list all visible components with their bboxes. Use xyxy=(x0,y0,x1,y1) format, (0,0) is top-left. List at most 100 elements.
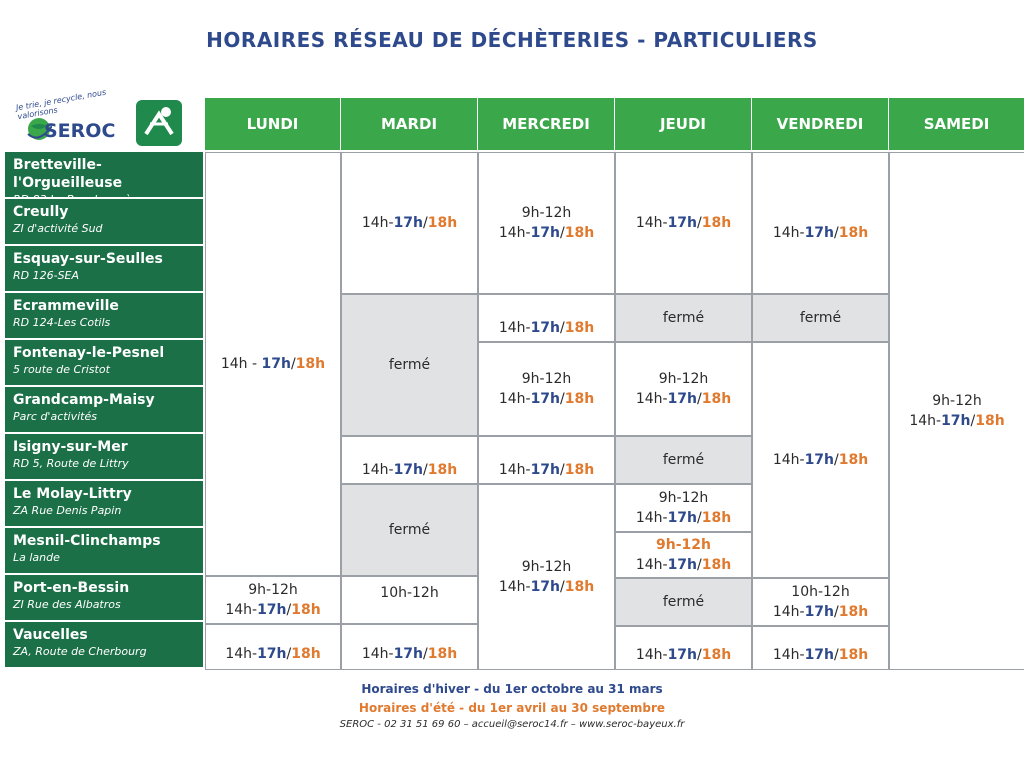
afternoon-hours: 14h-17h/18h xyxy=(498,579,595,595)
closed-label: fermé xyxy=(388,357,431,373)
hours-cell: 14h-17h/18h xyxy=(615,626,752,670)
closed-label: fermé xyxy=(662,452,705,468)
afternoon-hours: 14h-17h/18h xyxy=(498,462,595,478)
closed-cell: fermé xyxy=(752,294,889,342)
day-header-samedi: SAMEDI xyxy=(889,98,1024,150)
site-address: ZI Rue des Albatros xyxy=(13,598,121,611)
afternoon-hours: 14h-17h/18h xyxy=(498,320,595,336)
morning-hours: 9h-12h xyxy=(521,205,572,221)
site-address: RD 5, Route de Littry xyxy=(13,457,129,470)
morning-hours: 10h-12h xyxy=(791,584,850,600)
site-row-header: Esquay-sur-Seulles RD 126-SEA xyxy=(5,246,203,293)
closed-label: fermé xyxy=(662,310,705,326)
site-row-header: Creully ZI d'activité Sud xyxy=(5,199,203,246)
site-name: Port-en-Bessin xyxy=(13,580,130,596)
site-name: Le Molay-Littry xyxy=(13,486,132,502)
closed-cell: fermé xyxy=(615,578,752,626)
afternoon-hours: 14h-17h/18h xyxy=(361,215,458,231)
site-name: Grandcamp-Maisy xyxy=(13,392,155,408)
recycling-arrows-icon xyxy=(136,100,182,146)
footer-summer-hours: Horaires d'été - du 1er avril au 30 sept… xyxy=(358,701,666,715)
hours-cell: 14h-17h/18h xyxy=(752,152,889,294)
hours-cell: 9h-12h 14h-17h/18h xyxy=(205,576,341,624)
site-address: La lande xyxy=(13,551,60,564)
morning-hours: 9h-12h xyxy=(521,371,572,387)
site-name: Vaucelles xyxy=(13,627,88,643)
closed-cell: fermé xyxy=(615,294,752,342)
hours-cell: 14h - 17h/18h xyxy=(205,152,341,576)
afternoon-hours: 14h-17h/18h xyxy=(772,452,869,468)
globe-icon xyxy=(27,118,52,140)
closed-cell: fermé xyxy=(341,294,478,436)
site-row-header: Isigny-sur-Mer RD 5, Route de Littry xyxy=(5,434,203,481)
closed-label: fermé xyxy=(799,310,842,326)
hours-cell: 9h-12h 14h-17h/18h xyxy=(889,152,1024,670)
closed-label: fermé xyxy=(388,522,431,538)
afternoon-hours: 14h-17h/18h xyxy=(225,646,321,662)
site-row-header: Le Molay-Littry ZA Rue Denis Papin xyxy=(5,481,203,528)
afternoon-hours: 14h-17h/18h xyxy=(772,604,869,620)
hours-cell: 9h-12h 14h-17h/18h xyxy=(615,342,752,436)
hours-cell: 9h-12h 14h-17h/18h xyxy=(615,484,752,532)
site-name: Esquay-sur-Seulles xyxy=(13,251,163,267)
site-name: Bretteville-l'Orgueilleuse xyxy=(13,157,123,191)
hours-cell: 9h-12h 14h-17h/18h xyxy=(478,484,615,670)
site-row-header: Bretteville-l'OrgueilleuseRD 83 Le Bas d… xyxy=(5,152,203,206)
afternoon-hours: 14h-17h/18h xyxy=(635,557,732,573)
hours-cell: 14h-17h/18h xyxy=(752,626,889,670)
site-address: ZI d'activité Sud xyxy=(13,222,103,235)
afternoon-hours: 14h-17h/18h xyxy=(635,391,732,407)
logo-name: SEROC xyxy=(44,120,116,142)
day-header-vendredi: VENDREDI xyxy=(752,98,889,150)
hours-cell: 14h-17h/18h xyxy=(205,624,341,670)
hours-cell: 14h-17h/18h xyxy=(615,152,752,294)
site-name: Isigny-sur-Mer xyxy=(13,439,128,455)
afternoon-hours: 14h-17h/18h xyxy=(772,225,869,241)
afternoon-hours: 14h-17h/18h xyxy=(498,391,595,407)
seroc-logo: Je trie, je recycle, nous valorisons SER… xyxy=(8,88,124,148)
site-address: RD 126-SEA xyxy=(13,269,80,282)
site-row-header: Grandcamp-Maisy Parc d'activités xyxy=(5,387,203,434)
site-name: Creully xyxy=(13,204,69,220)
footer-contact: SEROC - 02 31 51 69 60 – accueil@seroc14… xyxy=(339,719,685,730)
hours-cell: 14h-17h/18h xyxy=(478,294,615,342)
site-address: ZA, Route de Cherbourg xyxy=(13,645,147,658)
site-row-header: Ecrammeville RD 124-Les Cotils xyxy=(5,293,203,340)
hours-cell: 14h-17h/18h xyxy=(341,624,478,670)
site-name: Fontenay-le-Pesnel xyxy=(13,345,165,361)
page-title: HORAIRES RÉSEAU DE DÉCHÈTERIES - PARTICU… xyxy=(206,28,818,52)
afternoon-hours: 14h-17h/18h xyxy=(635,215,732,231)
site-row-header: Port-en-Bessin ZI Rue des Albatros xyxy=(5,575,203,622)
site-row-header: Vaucelles ZA, Route de Cherbourg xyxy=(5,622,203,669)
hours-cell: 14h-17h/18h xyxy=(341,152,478,294)
site-address: ZA Rue Denis Papin xyxy=(13,504,122,517)
site-name: Ecrammeville xyxy=(13,298,119,314)
afternoon-hours: 14h-17h/18h xyxy=(772,647,869,663)
morning-hours: 9h-12h xyxy=(248,582,298,598)
morning-hours-summer: 9h-12h xyxy=(656,537,711,553)
day-header-mardi: MARDI xyxy=(341,98,478,150)
afternoon-hours: 14h-17h/18h xyxy=(498,225,595,241)
site-address: Parc d'activités xyxy=(13,410,97,423)
day-header-jeudi: JEUDI xyxy=(615,98,752,150)
hours-cell: 10h-12h 14h-17h/18h xyxy=(752,578,889,626)
afternoon-hours: 14h-17h/18h xyxy=(225,602,321,618)
closed-cell: fermé xyxy=(341,484,478,576)
hours-text: 14h - 17h/18h xyxy=(220,356,326,372)
site-address: 5 route de Cristot xyxy=(13,363,110,376)
afternoon-hours: 14h-17h/18h xyxy=(361,462,458,478)
closed-cell: fermé xyxy=(615,436,752,484)
morning-hours: 9h-12h xyxy=(658,371,709,387)
afternoon-hours: 14h-17h/18h xyxy=(909,413,1005,429)
hours-cell: 14h-17h/18h xyxy=(478,436,615,484)
footer-winter-hours: Horaires d'hiver - du 1er octobre au 31 … xyxy=(361,682,663,696)
site-row-header: Mesnil-Clinchamps La lande xyxy=(5,528,203,575)
morning-hours: 9h-12h xyxy=(521,559,572,575)
hours-cell: 10h-12h xyxy=(341,576,478,624)
afternoon-hours: 14h-17h/18h xyxy=(635,510,732,526)
afternoon-hours: 14h-17h/18h xyxy=(361,646,458,662)
hours-cell: 9h-12h 14h-17h/18h xyxy=(478,152,615,294)
hours-cell: 14h-17h/18h xyxy=(752,342,889,578)
closed-label: fermé xyxy=(662,594,705,610)
